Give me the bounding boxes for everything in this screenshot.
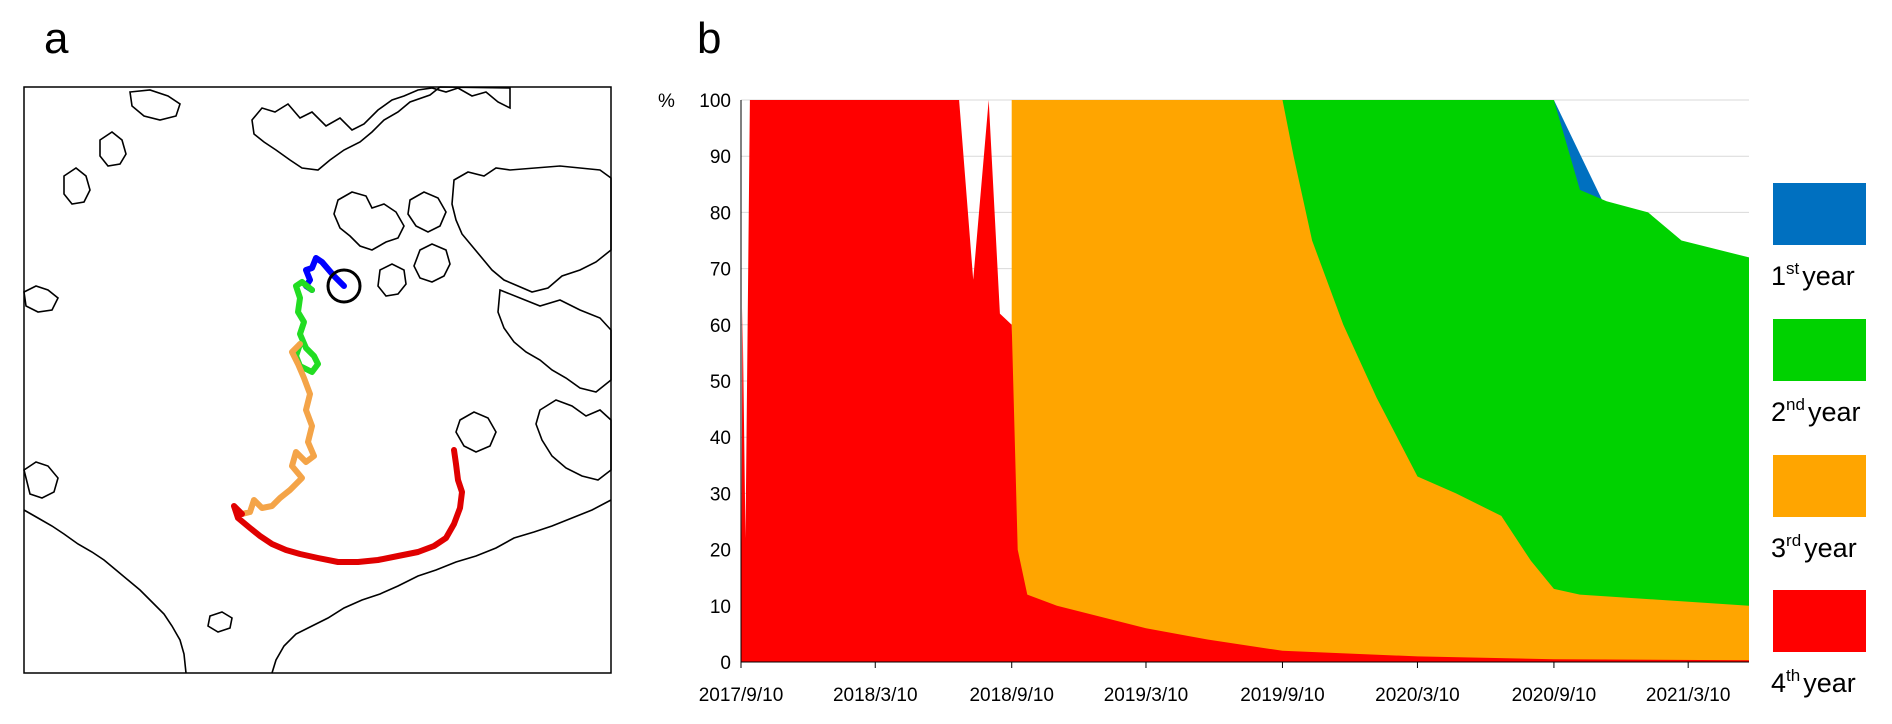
coastlines	[23, 86, 612, 674]
y-tick-label: 80	[710, 203, 731, 224]
x-tick-label: 2018/3/10	[833, 685, 918, 706]
plot-areas	[741, 100, 1749, 662]
legend-swatch-year4	[1773, 590, 1866, 652]
legend-label-year4: 4th year	[1771, 666, 1856, 698]
legend-label-year3: 3rd year	[1771, 531, 1857, 563]
panel-label-b: b	[697, 14, 722, 63]
legend-label-year1: 1st year	[1771, 259, 1855, 291]
track-year4	[231, 447, 465, 565]
legend-label-year2: 2nd year	[1771, 395, 1860, 427]
y-tick-label: 70	[710, 260, 731, 281]
y-tick-label: 0	[720, 653, 731, 674]
panel-label-a: a	[44, 14, 69, 63]
axes: 0 10 20 30 40 50 60 70 80 90 100% 2017/9/10 2018/3/1…	[658, 91, 1749, 706]
y-tick-label: 90	[710, 147, 731, 168]
track-year3	[239, 341, 317, 517]
y-tick-label: 60	[710, 316, 731, 337]
start-circle	[326, 268, 362, 304]
area-year4	[741, 100, 1749, 662]
x-tick-label: 2018/9/10	[969, 685, 1054, 706]
y-tick-label: 30	[710, 484, 731, 505]
legend: 1st year 2nd year 3rd year 4th year	[1771, 183, 1866, 698]
x-tick-label: 2020/9/10	[1512, 685, 1597, 706]
drift-track	[231, 255, 465, 565]
legend-swatch-year2	[1773, 319, 1866, 381]
y-tick-label: 100	[699, 91, 731, 112]
x-tick-label: 2020/3/10	[1375, 685, 1460, 706]
x-tick-label: 2017/9/10	[699, 685, 784, 706]
y-tick-label: 20	[710, 541, 731, 562]
y-tick-label: 10	[710, 597, 731, 618]
x-tick-label: 2019/3/10	[1104, 685, 1189, 706]
y-tick-label: 40	[710, 428, 731, 449]
x-tick-label: 2019/9/10	[1240, 685, 1325, 706]
y-tick-label: 50	[710, 372, 731, 393]
x-tick-label: 2021/3/10	[1646, 685, 1731, 706]
area-year3	[1011, 100, 1749, 662]
legend-swatch-year3	[1773, 455, 1866, 517]
legend-swatch-year1	[1773, 183, 1866, 245]
y-axis-label: %	[658, 91, 675, 112]
